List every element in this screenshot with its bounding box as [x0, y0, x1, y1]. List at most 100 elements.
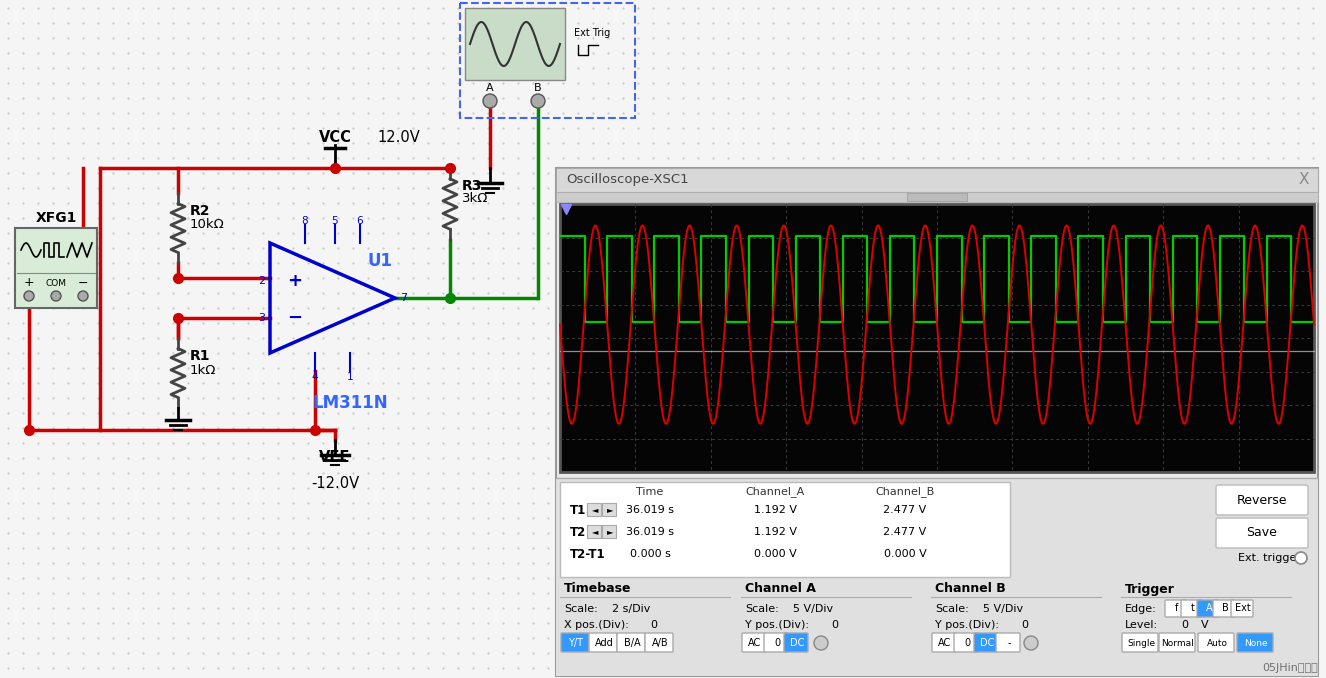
Text: Level:: Level:: [1124, 620, 1158, 630]
Text: 0: 0: [964, 638, 971, 648]
FancyBboxPatch shape: [975, 633, 998, 652]
Text: DC: DC: [980, 638, 994, 648]
Text: 5: 5: [332, 216, 338, 226]
FancyBboxPatch shape: [784, 633, 808, 652]
Text: f: f: [1175, 603, 1179, 613]
Text: 0.000 V: 0.000 V: [753, 549, 797, 559]
Text: Channel_A: Channel_A: [745, 487, 805, 498]
FancyBboxPatch shape: [1197, 600, 1219, 617]
Text: 12.0V: 12.0V: [377, 130, 420, 146]
Text: T2: T2: [570, 525, 586, 538]
Text: 5 V/Div: 5 V/Div: [983, 604, 1024, 614]
FancyBboxPatch shape: [1213, 600, 1235, 617]
Text: Edge:: Edge:: [1124, 604, 1156, 614]
Bar: [15, 228, 97, 308]
FancyBboxPatch shape: [589, 633, 617, 652]
Circle shape: [50, 291, 61, 301]
Text: ►: ►: [607, 506, 613, 515]
Bar: [556, 478, 1318, 676]
Text: V: V: [1201, 620, 1208, 630]
Text: X: X: [1298, 172, 1309, 188]
Text: Reverse: Reverse: [1237, 494, 1288, 506]
FancyBboxPatch shape: [561, 633, 589, 652]
Text: -: -: [1008, 638, 1010, 648]
Text: R2: R2: [190, 204, 211, 218]
Text: B: B: [1221, 603, 1228, 613]
Bar: [556, 168, 1318, 192]
Text: Ext Trig: Ext Trig: [574, 28, 610, 38]
FancyBboxPatch shape: [1181, 600, 1203, 617]
Bar: [587, 525, 601, 538]
Text: 1kΩ: 1kΩ: [190, 363, 216, 376]
FancyBboxPatch shape: [1237, 633, 1273, 652]
FancyBboxPatch shape: [1216, 518, 1307, 548]
Circle shape: [814, 636, 827, 650]
Text: 05JHin工作室: 05JHin工作室: [1262, 663, 1318, 673]
Text: U1: U1: [367, 252, 392, 270]
Bar: [556, 192, 1318, 202]
Text: −: −: [288, 309, 302, 327]
Circle shape: [483, 94, 497, 108]
Text: XFG1: XFG1: [36, 211, 77, 225]
Text: −: −: [78, 277, 89, 290]
FancyBboxPatch shape: [617, 633, 644, 652]
Text: 6: 6: [357, 216, 363, 226]
Text: 5 V/Div: 5 V/Div: [793, 604, 833, 614]
Circle shape: [1024, 636, 1038, 650]
Text: 0: 0: [774, 638, 780, 648]
Circle shape: [530, 94, 545, 108]
Text: 0: 0: [831, 620, 838, 630]
Text: LM311N: LM311N: [312, 394, 387, 412]
Text: Scale:: Scale:: [564, 604, 598, 614]
Bar: [465, 8, 565, 80]
Text: 3: 3: [259, 313, 265, 323]
Text: 0.000 V: 0.000 V: [883, 549, 927, 559]
Text: A/B: A/B: [651, 638, 668, 648]
Text: 8: 8: [302, 216, 309, 226]
Text: t: t: [1191, 603, 1195, 613]
Circle shape: [78, 291, 88, 301]
Text: R3: R3: [461, 179, 483, 193]
Text: 36.019 s: 36.019 s: [626, 527, 674, 537]
Text: AC: AC: [748, 638, 761, 648]
FancyBboxPatch shape: [1159, 633, 1195, 652]
Text: Channel_B: Channel_B: [875, 487, 935, 498]
Text: +: +: [288, 272, 302, 290]
Text: 4: 4: [312, 372, 318, 382]
Text: Scale:: Scale:: [745, 604, 778, 614]
FancyBboxPatch shape: [932, 633, 956, 652]
Text: 1.192 V: 1.192 V: [753, 505, 797, 515]
Text: A: A: [1205, 603, 1212, 613]
Bar: [587, 503, 601, 516]
Text: COM: COM: [45, 279, 66, 287]
Text: ◄: ◄: [591, 527, 598, 536]
Text: Save: Save: [1246, 527, 1277, 540]
Text: Auto: Auto: [1207, 639, 1228, 647]
Bar: [460, 3, 635, 118]
Text: 1: 1: [346, 372, 353, 382]
Text: 2: 2: [257, 276, 265, 286]
FancyBboxPatch shape: [953, 633, 979, 652]
Text: Scale:: Scale:: [935, 604, 969, 614]
FancyBboxPatch shape: [1197, 633, 1235, 652]
Text: Y pos.(Div):: Y pos.(Div):: [935, 620, 998, 630]
Text: T1: T1: [570, 504, 586, 517]
Text: None: None: [1244, 639, 1268, 647]
Text: Add: Add: [594, 638, 614, 648]
Text: ◄: ◄: [591, 506, 598, 515]
Bar: [602, 503, 617, 516]
Bar: [560, 482, 1010, 577]
FancyBboxPatch shape: [996, 633, 1020, 652]
Text: 10kΩ: 10kΩ: [190, 218, 224, 231]
FancyBboxPatch shape: [764, 633, 788, 652]
Text: Single: Single: [1127, 639, 1155, 647]
Text: Ext. trigger: Ext. trigger: [1238, 553, 1301, 563]
Text: 2.477 V: 2.477 V: [883, 505, 927, 515]
Text: T2-T1: T2-T1: [570, 548, 606, 561]
Text: 36.019 s: 36.019 s: [626, 505, 674, 515]
Text: VCC: VCC: [318, 130, 351, 146]
Text: DC: DC: [790, 638, 804, 648]
Text: Y/T: Y/T: [569, 638, 583, 648]
FancyBboxPatch shape: [1166, 600, 1187, 617]
Text: 0.000 s: 0.000 s: [630, 549, 671, 559]
